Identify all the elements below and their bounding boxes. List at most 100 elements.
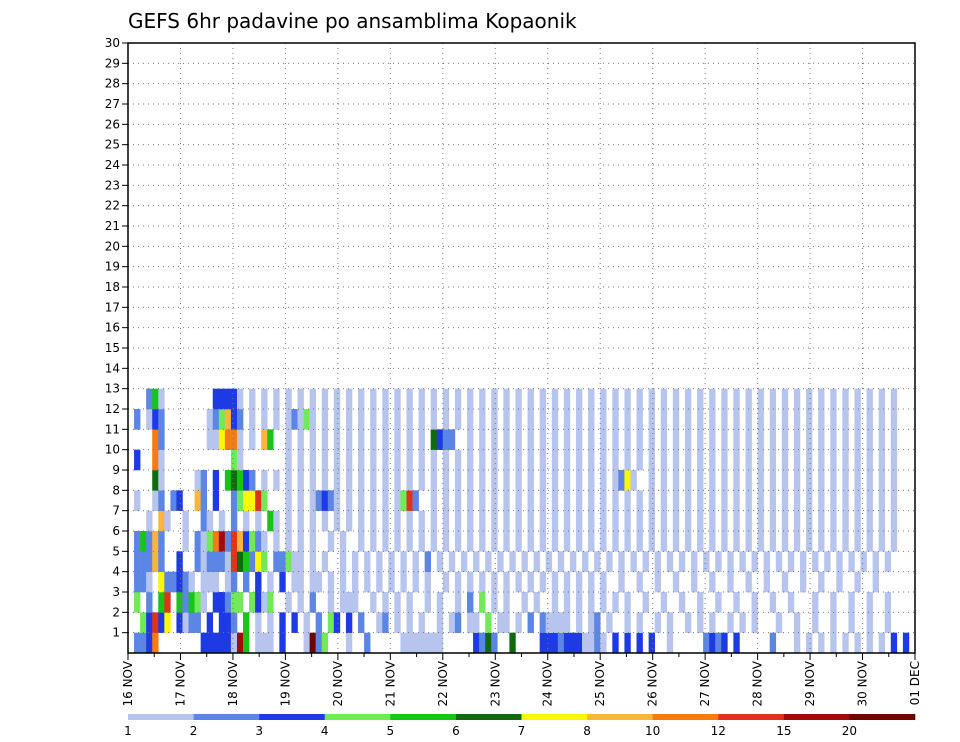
heatmap-cell	[442, 510, 450, 532]
heatmap-cell	[345, 592, 353, 613]
heatmap-cell	[636, 429, 643, 450]
heatmap-cell	[255, 612, 262, 633]
heatmap-cell	[636, 612, 643, 633]
heatmap-cell	[218, 612, 226, 633]
heatmap-cell	[733, 632, 740, 654]
heatmap-cell	[394, 592, 401, 613]
heatmap-cell	[315, 612, 323, 633]
heatmap-cell	[491, 571, 498, 593]
heatmap-cell	[818, 531, 825, 552]
heatmap-cell	[727, 612, 734, 633]
heatmap-cell	[285, 429, 292, 450]
heatmap-cell	[424, 632, 431, 654]
heatmap-cell	[297, 470, 304, 491]
heatmap-cell	[624, 388, 631, 410]
heatmap-cell	[588, 388, 595, 410]
heatmap-cell	[684, 409, 692, 430]
heatmap-cell	[140, 612, 147, 633]
heatmap-cell	[285, 551, 292, 572]
heatmap-cell	[793, 449, 801, 471]
heatmap-cell	[648, 449, 655, 471]
y-tick-label: 19	[105, 260, 120, 274]
heatmap-cell	[412, 632, 419, 654]
heatmap-cell	[152, 388, 159, 410]
heatmap-cell	[285, 409, 292, 430]
heatmap-cell	[600, 470, 607, 491]
heatmap-cell	[134, 490, 141, 511]
heatmap-cell	[333, 490, 341, 511]
heatmap-cell	[358, 409, 365, 430]
heatmap-cell	[775, 551, 783, 572]
heatmap-cell	[291, 551, 298, 572]
heatmap-cell	[509, 632, 516, 654]
heatmap-cell	[158, 409, 165, 430]
heatmap-cell	[218, 632, 226, 654]
heatmap-cell	[751, 612, 758, 633]
heatmap-cell	[479, 388, 486, 410]
heatmap-cell	[158, 571, 165, 593]
heatmap-cell	[436, 429, 444, 450]
heatmap-cell	[503, 592, 510, 613]
heatmap-cell	[309, 490, 316, 511]
heatmap-cell	[230, 551, 238, 572]
heatmap-cell	[376, 571, 383, 593]
heatmap-cell	[261, 551, 268, 572]
heatmap-cell	[684, 470, 692, 491]
heatmap-cell	[370, 449, 377, 471]
heatmap-cell	[539, 409, 547, 430]
heatmap-cell	[709, 612, 716, 633]
heatmap-cell	[721, 470, 728, 491]
heatmap-cell	[872, 571, 879, 593]
heatmap-cell	[134, 531, 141, 552]
heatmap-cell	[236, 470, 244, 491]
colorbar-segment	[521, 714, 588, 720]
heatmap-cell	[793, 470, 801, 491]
y-tick-label: 13	[105, 382, 120, 396]
heatmap-cell	[285, 388, 292, 410]
heatmap-cell	[491, 449, 498, 471]
heatmap-cell	[751, 551, 758, 572]
heatmap-cell	[279, 612, 286, 633]
heatmap-cell	[182, 612, 189, 633]
heatmap-cell	[406, 592, 413, 613]
heatmap-cell	[212, 571, 220, 593]
heatmap-cell	[709, 409, 716, 430]
heatmap-cell	[806, 632, 813, 654]
heatmap-cell	[412, 551, 419, 572]
heatmap-cell	[243, 571, 250, 593]
heatmap-cell	[781, 470, 789, 491]
y-tick-label: 23	[105, 178, 120, 192]
heatmap-cell	[878, 429, 886, 450]
heatmap-cell	[812, 592, 819, 613]
y-tick-label: 5	[112, 544, 120, 558]
heatmap-cell	[249, 470, 256, 491]
heatmap-cell	[146, 592, 153, 613]
heatmap-cell	[854, 632, 861, 654]
heatmap-cell	[618, 470, 625, 491]
heatmap-cell	[424, 571, 431, 593]
heatmap-cell	[382, 429, 389, 450]
heatmap-cell	[721, 449, 728, 471]
heatmap-cell	[255, 551, 262, 572]
heatmap-cell	[612, 449, 619, 471]
heatmap-cell	[745, 490, 752, 511]
heatmap-cell	[727, 571, 734, 593]
colorbar-label: 20	[842, 724, 857, 738]
heatmap-cell	[878, 490, 886, 511]
heatmap-cell	[309, 449, 316, 471]
heatmap-cell	[793, 388, 801, 410]
heatmap-cell	[358, 531, 365, 552]
heatmap-cell	[358, 388, 365, 410]
heatmap-cell	[739, 551, 746, 572]
heatmap-cell	[884, 592, 892, 613]
heatmap-cell	[394, 470, 401, 491]
heatmap-cell	[333, 470, 341, 491]
heatmap-cell	[684, 612, 692, 633]
x-tick-label: 16 NOV	[121, 660, 135, 706]
heatmap-cell	[806, 409, 813, 430]
colorbar-segment	[128, 714, 194, 720]
heatmap-cell	[224, 592, 232, 613]
heatmap-cell	[515, 388, 522, 410]
heatmap-cell	[648, 429, 655, 450]
heatmap-cell	[285, 470, 292, 491]
